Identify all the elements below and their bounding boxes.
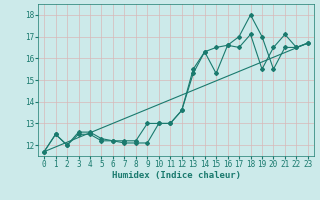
X-axis label: Humidex (Indice chaleur): Humidex (Indice chaleur) [111,171,241,180]
